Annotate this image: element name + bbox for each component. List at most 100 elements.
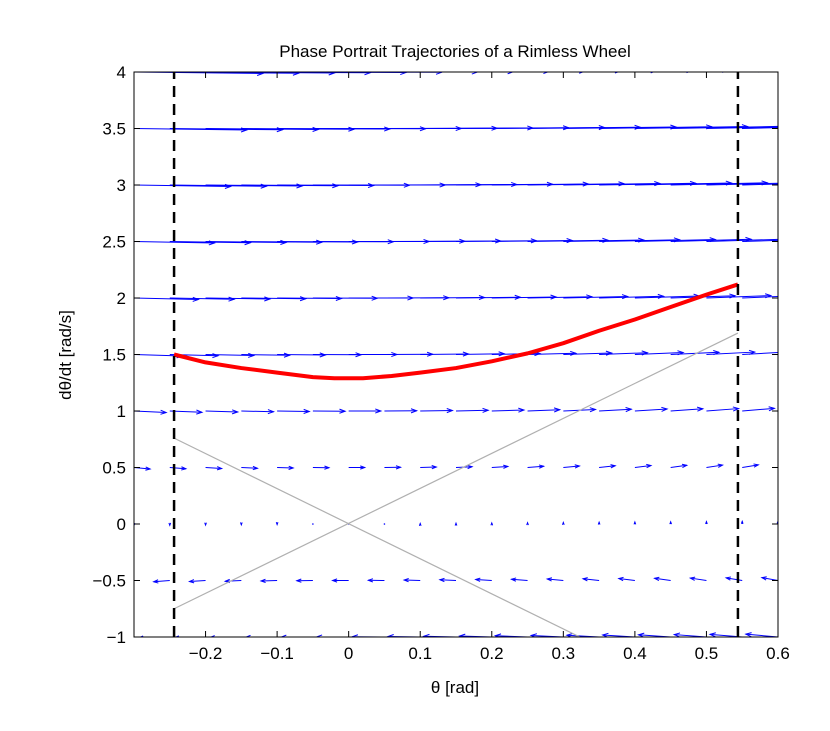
field-arrow	[654, 577, 671, 581]
field-arrow-head	[586, 294, 594, 300]
guide-line	[173, 332, 739, 610]
field-arrow	[777, 127, 778, 129]
field-arrow	[742, 183, 778, 186]
field-arrow-head	[562, 521, 565, 526]
field-arrow	[563, 295, 628, 299]
field-arrow-head	[168, 522, 172, 527]
field-arrow-head	[454, 521, 458, 526]
field-arrow	[420, 409, 453, 412]
field-arrow-head	[188, 579, 195, 584]
field-arrow-head	[789, 464, 794, 467]
field-arrow	[511, 578, 528, 581]
field-arrow-head	[625, 407, 633, 413]
field-arrow-head	[633, 520, 637, 525]
y-tick-label: 1.5	[102, 346, 126, 365]
field-arrow	[599, 408, 632, 412]
field-arrow-head	[785, 350, 791, 354]
field-arrow	[475, 578, 492, 581]
field-arrow-head	[653, 576, 660, 582]
field-arrow	[634, 239, 716, 242]
field-arrow-head	[248, 352, 256, 358]
field-arrow-head	[724, 576, 732, 581]
field-arrow	[134, 241, 215, 244]
field-arrow-head	[315, 634, 323, 637]
y-tick-label: 1	[117, 402, 126, 421]
field-arrow-head	[295, 578, 302, 583]
field-arrow-head	[339, 408, 347, 414]
field-arrow	[706, 464, 723, 468]
field-arrow-head	[288, 465, 295, 470]
axis-ticks: −0.2 −0.1 0 0.1 0.2 0.3 0.4 0.5 0.6 −1 −0.5 0 0.5 1 1.…	[92, 63, 789, 663]
field-arrow-head	[794, 68, 800, 72]
field-arrow-head	[402, 578, 409, 583]
field-arrow-head	[705, 520, 708, 525]
field-arrow	[742, 296, 778, 299]
field-arrow	[670, 464, 687, 468]
y-tick-label: 3	[117, 176, 126, 195]
trajectory-lines	[172, 72, 740, 637]
field-arrow-head	[696, 406, 705, 412]
field-arrow	[455, 353, 505, 355]
field-arrow-head	[740, 519, 744, 524]
field-arrow-head	[510, 577, 517, 582]
field-arrow-head	[196, 409, 204, 415]
field-arrow	[777, 466, 778, 468]
field-arrow	[599, 465, 616, 468]
field-arrow-head	[244, 634, 251, 637]
field-arrow-head	[708, 632, 716, 637]
field-arrow	[706, 351, 755, 355]
y-tick-label: 2.5	[102, 233, 126, 252]
field-arrow	[491, 465, 508, 468]
field-arrow-head	[446, 408, 454, 414]
field-arrow-head	[688, 576, 696, 581]
field-arrow-head	[776, 519, 778, 524]
x-tick-label: 0.3	[552, 644, 576, 663]
field-arrow	[634, 408, 668, 412]
field-arrow	[706, 238, 778, 242]
field-arrow	[777, 353, 778, 355]
field-arrow-head	[471, 72, 479, 75]
field-arrow	[706, 126, 778, 129]
x-tick-label: 0.4	[623, 644, 647, 663]
field-arrow-head	[410, 408, 419, 414]
field-arrow-head	[160, 409, 168, 415]
field-arrow	[241, 410, 274, 413]
field-arrow-head	[610, 464, 617, 469]
field-arrow-head	[744, 632, 752, 637]
field-arrow	[599, 352, 648, 355]
field-arrow-head	[252, 465, 259, 471]
y-tick-label: 4	[117, 63, 126, 82]
field-arrow	[634, 126, 748, 129]
field-arrow	[690, 577, 707, 581]
field-arrow	[778, 69, 830, 72]
field-arrow-head	[152, 579, 159, 584]
field-arrow-head	[467, 464, 474, 470]
field-arrow	[634, 465, 652, 468]
field-arrow-head	[283, 352, 292, 358]
field-arrow-head	[493, 633, 502, 637]
field-arrow-head	[529, 633, 538, 637]
field-arrow	[634, 182, 732, 186]
field-arrow-head	[538, 464, 546, 469]
field-arrow-head	[386, 634, 394, 637]
field-arrow-head	[209, 635, 215, 637]
field-arrow	[225, 580, 242, 582]
field-arrow-head	[267, 409, 275, 415]
field-arrow	[563, 465, 580, 468]
field-arrow-head	[275, 521, 279, 526]
field-arrow-head	[303, 408, 311, 414]
field-arrow	[706, 295, 771, 299]
field-arrow-head	[760, 576, 767, 581]
field-arrow-head	[331, 578, 338, 583]
field-arrow	[527, 465, 544, 468]
field-arrow	[670, 182, 768, 186]
field-arrow-head	[299, 296, 308, 302]
field-arrow	[205, 297, 270, 300]
y-tick-label: 0.5	[102, 459, 126, 478]
field-arrow	[742, 407, 775, 412]
field-arrow	[169, 467, 186, 470]
field-arrow-head	[490, 521, 494, 526]
field-arrow	[527, 296, 592, 299]
field-arrow	[153, 580, 170, 583]
